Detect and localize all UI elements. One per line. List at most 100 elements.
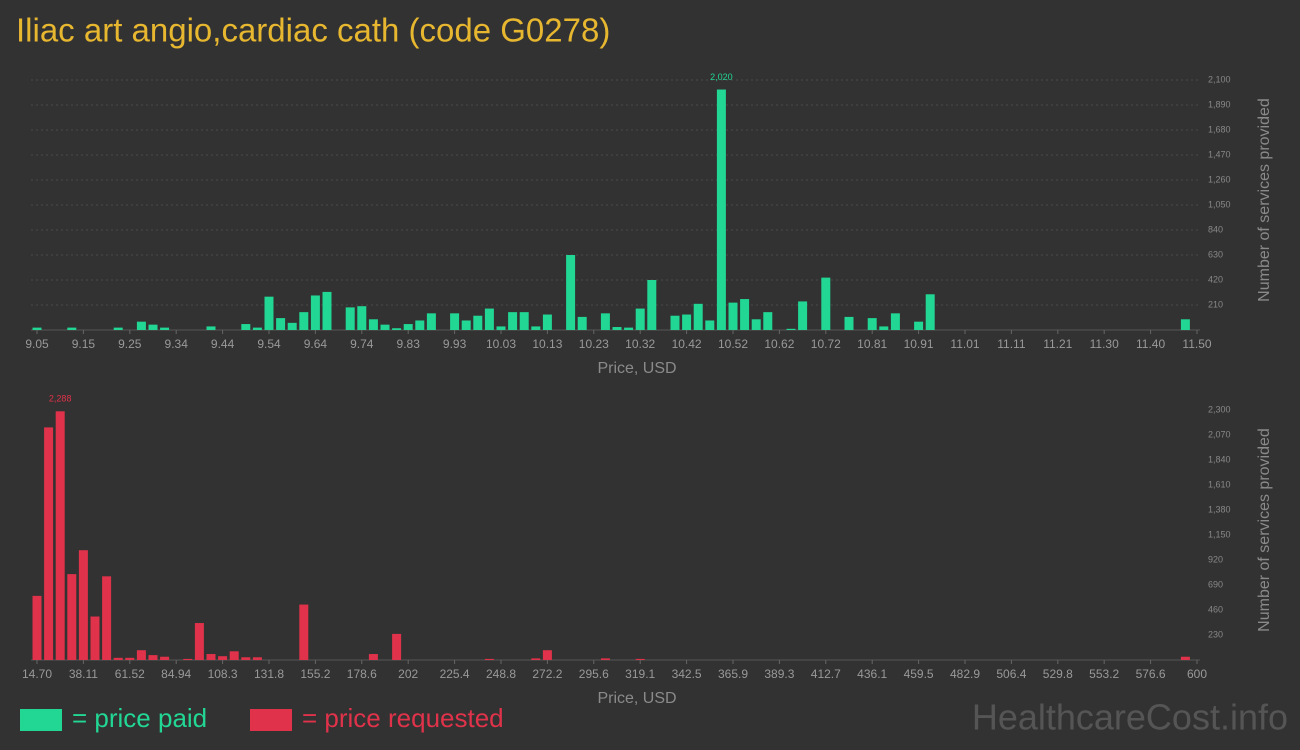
bar (1180, 656, 1190, 660)
bar (415, 320, 425, 330)
bar (403, 324, 413, 330)
bar (566, 255, 576, 330)
bar (102, 576, 112, 660)
bar (542, 650, 552, 660)
bar (67, 327, 77, 330)
y-tick-label: 1,150 (1208, 529, 1231, 539)
x-tick-label: 9.74 (350, 337, 374, 351)
bar (368, 654, 378, 660)
x-tick-label: 155.2 (300, 667, 330, 681)
x-tick-label: 319.1 (625, 667, 655, 681)
x-tick-label: 10.32 (625, 337, 655, 351)
bar (1180, 319, 1190, 330)
data-label: 2,020 (710, 72, 733, 82)
x-tick-label: 10.13 (532, 337, 562, 351)
x-tick-label: 61.52 (115, 667, 145, 681)
x-tick-label: 389.3 (764, 667, 794, 681)
y-tick-label: 2,300 (1208, 404, 1231, 414)
y-tick-label: 1,840 (1208, 454, 1231, 464)
y-tick-label: 460 (1208, 604, 1223, 614)
bar (368, 319, 378, 330)
x-tick-label: 10.03 (486, 337, 516, 351)
bar (252, 657, 262, 660)
bar (670, 315, 680, 330)
legend-label: = price requested (302, 703, 504, 733)
y-tick-label: 1,680 (1208, 124, 1231, 134)
y-tick-label: 690 (1208, 579, 1223, 589)
bar (682, 314, 692, 330)
bar (426, 313, 436, 330)
bar (136, 321, 146, 330)
bar (450, 313, 460, 330)
bar (600, 313, 610, 330)
x-tick-label: 412.7 (811, 667, 841, 681)
x-tick-label: 10.81 (857, 337, 887, 351)
x-tick-label: 10.52 (718, 337, 748, 351)
bar (264, 296, 274, 330)
x-tick-label: 295.6 (579, 667, 609, 681)
x-tick-label: 225.4 (440, 667, 470, 681)
bar (357, 306, 367, 330)
x-axis-title: Price, USD (597, 690, 676, 707)
x-tick-label: 365.9 (718, 667, 748, 681)
x-tick-label: 178.6 (347, 667, 377, 681)
bar (612, 327, 622, 330)
x-tick-label: 11.40 (1136, 337, 1165, 351)
bar (647, 280, 657, 330)
bar (113, 327, 123, 330)
bar (160, 327, 170, 330)
y-tick-label: 1,610 (1208, 479, 1231, 489)
x-tick-label: 10.42 (672, 337, 702, 351)
y-tick-label: 1,380 (1208, 504, 1231, 514)
bar (44, 427, 54, 660)
y-tick-label: 210 (1208, 299, 1223, 309)
data-label: 2,288 (49, 394, 72, 404)
bar (716, 89, 726, 331)
bar (821, 277, 831, 330)
x-tick-label: 459.5 (904, 667, 934, 681)
y-tick-label: 920 (1208, 554, 1223, 564)
bar (693, 303, 703, 330)
bar (844, 316, 854, 330)
y-tick-label: 2,100 (1208, 74, 1231, 84)
y-tick-label: 840 (1208, 224, 1223, 234)
bar (229, 651, 239, 660)
x-tick-label: 272.2 (532, 667, 562, 681)
bar (508, 312, 518, 330)
x-tick-label: 10.72 (811, 337, 841, 351)
bar (890, 313, 900, 330)
y-tick-label: 630 (1208, 249, 1223, 259)
x-tick-label: 506.4 (996, 667, 1026, 681)
x-tick-label: 529.8 (1043, 667, 1073, 681)
bar (148, 324, 158, 330)
bar (125, 657, 135, 660)
bar (55, 411, 65, 660)
bar (113, 657, 123, 660)
bar (32, 327, 42, 330)
bar (183, 658, 193, 660)
x-tick-label: 9.83 (397, 337, 421, 351)
bar (241, 324, 251, 330)
x-tick-label: 108.3 (208, 667, 238, 681)
bar (577, 316, 587, 330)
bar (763, 312, 773, 330)
legend-swatch (250, 709, 292, 731)
bar (194, 623, 204, 660)
x-tick-label: 9.44 (211, 337, 235, 351)
x-tick-label: 553.2 (1089, 667, 1119, 681)
bar (299, 312, 309, 330)
bar (484, 308, 494, 330)
bar (78, 550, 88, 660)
x-axis-title: Price, USD (597, 360, 676, 377)
x-tick-label: 9.05 (25, 337, 49, 351)
bar (728, 302, 738, 330)
x-tick-label: 9.54 (257, 337, 281, 351)
y-tick-label: 1,890 (1208, 99, 1231, 109)
bar (148, 655, 158, 660)
bar (786, 328, 796, 330)
bar (531, 658, 541, 660)
y-axis-title: Number of services provided (1256, 428, 1273, 632)
x-tick-label: 38.11 (69, 667, 98, 681)
bar (914, 321, 924, 330)
